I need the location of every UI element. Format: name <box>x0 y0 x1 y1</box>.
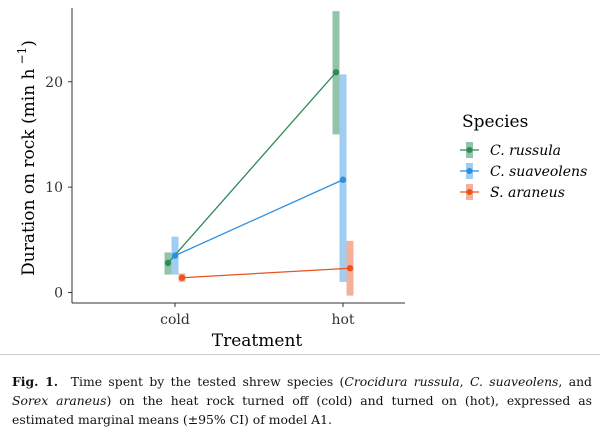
legend-keys: C. russula C. suaveolens S. araneus <box>460 142 587 201</box>
legend-point-s-araneus <box>466 189 473 195</box>
x-tick-label-hot: hot <box>331 312 354 328</box>
point-c-russula-cold <box>164 259 172 267</box>
y-tick-label-10: 10 <box>45 180 63 196</box>
y-axis-title-main: Duration on rock (min h <box>19 68 39 275</box>
legend-point-c-suaveolens <box>466 168 473 174</box>
point-c-suaveolens-hot <box>339 176 347 183</box>
x-ticks: cold hot <box>160 303 355 328</box>
points <box>164 69 354 281</box>
figure: 0 10 20 cold hot Treatment Duration on rock… <box>15 8 587 351</box>
legend-label-c-russula: C. russula <box>490 143 561 159</box>
y-tick-label-0: 0 <box>54 285 63 301</box>
caption-species-3: Sorex araneus <box>12 393 107 408</box>
point-s-araneus-hot <box>346 265 354 272</box>
y-axis-title-close: ) <box>19 40 39 47</box>
y-tick-label-20: 20 <box>45 75 63 91</box>
point-c-russula-hot <box>332 69 340 76</box>
caption-divider <box>0 354 600 355</box>
chart: 0 10 20 cold hot Treatment Duration on rock… <box>15 8 587 351</box>
figure-caption: Fig. 1. Time spent by the tested shrew s… <box>12 372 592 429</box>
caption-text-1: Time spent by the tested shrew species ( <box>70 374 345 389</box>
legend-label-s-araneus: S. araneus <box>490 185 565 201</box>
series-line-c-suaveolens <box>174 179 344 257</box>
x-tick-label-cold: cold <box>160 312 190 328</box>
series-lines <box>167 71 351 279</box>
x-axis-title: Treatment <box>212 331 303 351</box>
y-ticks: 0 10 20 <box>45 75 72 301</box>
series-line-c-russula <box>167 71 337 264</box>
caption-label: Fig. 1. <box>12 374 59 389</box>
y-axis-title-exponent: −1 <box>15 47 29 65</box>
series-line-s-araneus <box>181 267 351 279</box>
caption-species-2: C. suaveolens <box>469 374 559 389</box>
legend-point-c-russula <box>466 147 473 153</box>
caption-text-2: , <box>459 374 470 389</box>
caption-text-3: , and <box>558 374 592 389</box>
caption-text-4: ) on the heat rock turned off (cold) and… <box>12 393 592 427</box>
legend-title: Species <box>462 112 528 132</box>
point-c-suaveolens-cold <box>171 252 179 259</box>
ci-bars <box>164 11 354 296</box>
legend-label-c-suaveolens: C. suaveolens <box>490 164 587 180</box>
y-axis-title: Duration on rock (min h −1) <box>15 40 39 276</box>
point-s-araneus-cold <box>178 274 186 281</box>
caption-species-1: Crocidura russula <box>344 374 460 389</box>
legend: Species C. russula C. suaveolens S. araneu… <box>460 112 587 201</box>
